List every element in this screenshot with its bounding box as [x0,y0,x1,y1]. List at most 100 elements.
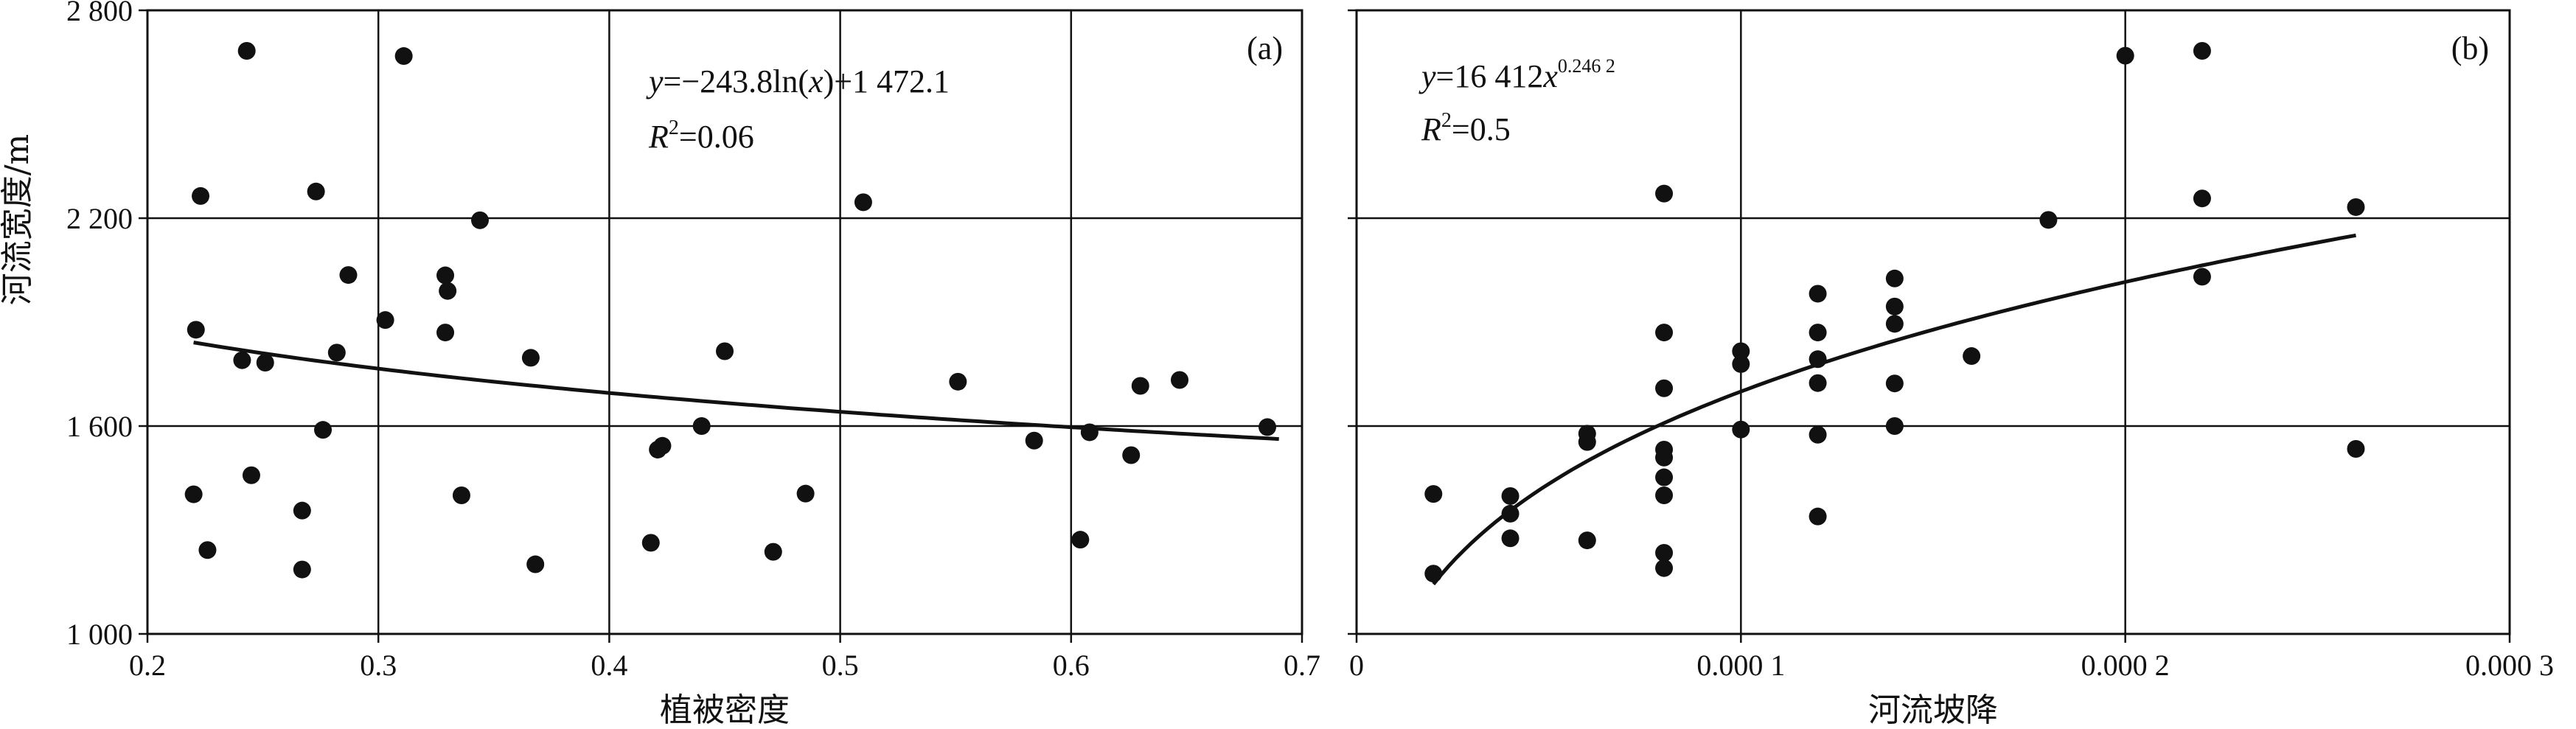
data-point-4 [256,353,274,372]
data-point-21 [521,349,540,367]
data-point-36 [1131,377,1149,395]
data-point-20 [1809,285,1827,303]
panel-a-x-axis-label: 植被密度 [660,691,790,729]
data-point-1 [192,186,210,205]
panel-b-r2-sup: 2 [1441,109,1452,132]
data-point-33 [1071,531,1090,549]
data-point-37 [1171,371,1189,389]
data-point-24 [1809,425,1827,444]
data-point-28 [1885,315,1904,333]
data-point-34 [2193,41,2211,60]
panel-a-frame [146,9,1303,635]
data-point-31 [1963,347,1981,366]
data-point-36 [2193,268,2211,286]
panel-b-frame [1355,9,2511,635]
panel-a-r2-sup: 2 [669,116,679,139]
data-point-25 [1809,507,1827,526]
panel-b-eq-text1: =16 412 [1436,58,1544,94]
data-point-3 [1501,504,1520,523]
data-point-27 [716,342,734,360]
data-point-29 [796,484,815,503]
x-tick-label-1: 0.000 1 [1696,649,1785,682]
data-point-31 [949,372,967,391]
panel-b-r2-value: =0.5 [1452,111,1511,147]
panel-a-x-tick-labels: 0.2 0.3 0.4 0.5 0.6 0.7 [129,649,1320,682]
panel-b-tag: (b) [2451,30,2489,66]
data-point-14 [376,311,394,329]
data-point-6 [198,541,217,559]
data-point-9 [1655,324,1674,342]
data-point-34 [1080,423,1099,442]
data-point-30 [854,193,872,212]
data-point-28 [764,543,782,561]
x-tick-label-1: 0.3 [360,649,397,682]
data-point-2 [1501,486,1520,505]
data-point-6 [1578,433,1596,451]
data-point-0 [187,321,205,339]
data-point-0 [1424,485,1443,503]
panel-a-eq-lhs: y [646,63,664,100]
data-point-32 [2039,211,2058,229]
panel-a-eq-var: x [808,63,824,100]
data-point-7 [242,466,260,484]
data-point-27 [1885,297,1904,315]
panel-a-points [184,41,1277,579]
panel-a-r2: R2=0.06 [648,116,754,155]
panel-a-gridlines [147,10,1302,634]
data-point-38 [2347,440,2365,458]
panel-a-ticks [139,9,1303,643]
data-point-18 [1732,355,1750,373]
data-point-1 [1424,565,1443,583]
data-point-26 [1885,269,1904,287]
data-point-4 [1501,529,1520,548]
panel-b-points [1424,41,2365,583]
data-point-16 [436,266,455,285]
y-tick-label-0: 1 000 [66,618,133,651]
data-point-22 [526,555,545,573]
data-point-20 [471,211,490,229]
panel-b-eq-exp: 0.246 2 [1558,55,1615,77]
panel-b-ticks [1348,9,2511,643]
data-point-26 [692,417,711,435]
data-point-12 [1655,448,1674,467]
panel-b-fit-curve [1432,233,2356,586]
data-point-32 [1025,431,1043,450]
data-point-15 [1655,544,1674,562]
y-tick-label-3: 2 800 [66,0,133,27]
panel-a-r2-value: =0.06 [679,119,754,155]
data-point-35 [1122,446,1141,464]
panel-b-equation: y=16 412x0.246 2 [1418,55,1615,94]
data-point-23 [641,534,660,552]
data-point-10 [307,182,325,200]
panel-b-x-tick-labels: 0 0.000 1 0.000 2 0.000 3 [1349,649,2554,682]
x-tick-label-0: 0.2 [129,649,166,682]
data-point-13 [339,266,358,285]
panel-b-eq-lhs: y [1418,58,1436,94]
panel-a-r2-symbol: R [648,119,669,155]
panel-b-r2: R2=0.5 [1421,109,1511,147]
x-tick-label-2: 0.4 [591,649,627,682]
data-point-21 [1809,324,1827,342]
data-point-8 [1655,184,1674,203]
data-point-13 [1655,468,1674,486]
panel-a-y-tick-labels: 1 000 1 600 2 200 2 800 [66,0,133,651]
data-point-33 [2116,46,2134,65]
data-point-8 [293,501,311,520]
y-axis-label: 河流宽度/m [0,134,36,306]
panel-a-fit-curve [193,341,1279,442]
data-point-38 [1259,418,1277,436]
data-point-10 [1655,379,1674,397]
data-point-9 [293,560,311,579]
data-point-14 [1655,486,1674,504]
panel-b: 0 0.000 1 0.000 2 0.000 3 (b) y=16 412x0.24… [1348,9,2554,729]
data-point-17 [1732,342,1750,360]
panel-b-r2-symbol: R [1421,111,1441,147]
data-point-30 [1885,417,1904,435]
data-point-22 [1809,350,1827,369]
panel-b-x-axis-label: 河流坡降 [1868,691,1998,729]
data-point-12 [327,343,346,362]
data-point-19 [1732,420,1750,439]
x-tick-label-2: 0.000 2 [2081,649,2170,682]
